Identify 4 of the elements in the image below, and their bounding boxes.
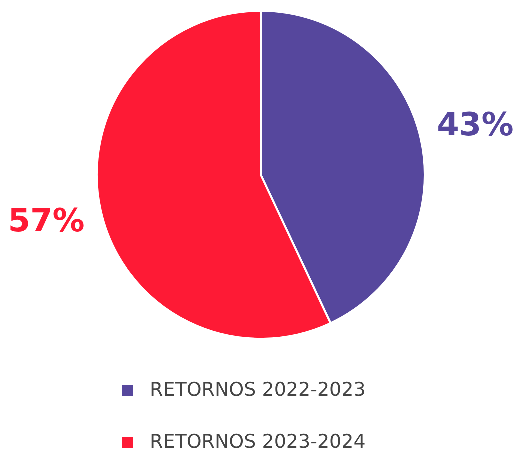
legend-label: RETORNOS 2023-2024 — [150, 431, 366, 453]
data-label: 57% — [8, 201, 85, 240]
data-label: 43% — [437, 105, 514, 144]
legend-label: RETORNOS 2022-2023 — [150, 379, 366, 401]
